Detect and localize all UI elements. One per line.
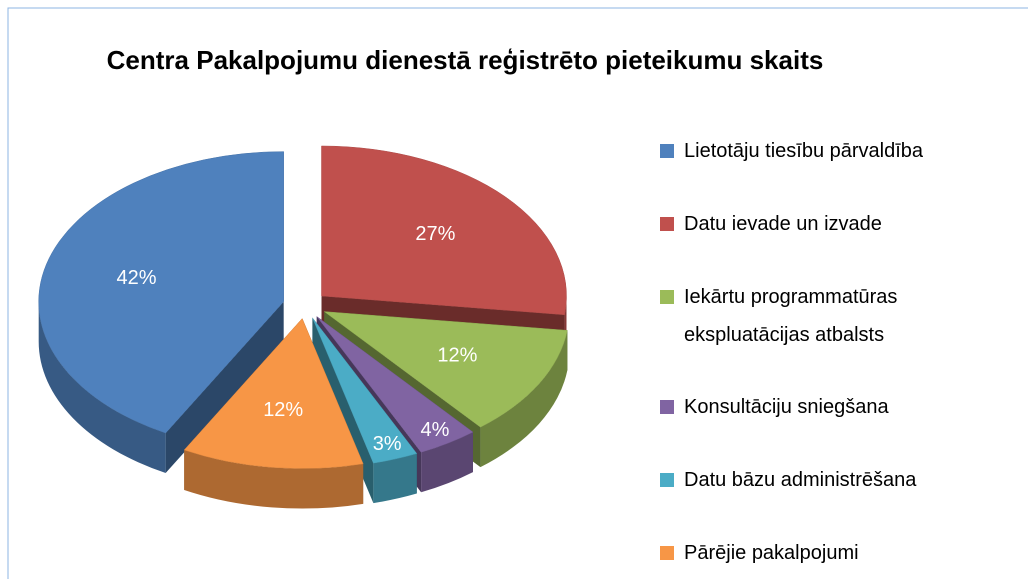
legend-item: Lietotāju tiesību pārvaldība xyxy=(660,132,1020,170)
data-label: 12% xyxy=(263,399,303,421)
slice-group xyxy=(38,151,284,474)
legend-label: Datu bāzu administrēšana xyxy=(684,469,917,492)
slice-group xyxy=(183,318,364,509)
legend-label: Konsultāciju sniegšana xyxy=(684,396,889,419)
slice-side xyxy=(165,301,284,474)
data-label: 27% xyxy=(415,223,455,245)
legend-swatch xyxy=(660,473,674,488)
chart-title: Centra Pakalpojumu dienestā reģistrēto p… xyxy=(106,45,824,75)
data-label: 4% xyxy=(420,419,449,441)
legend-swatch xyxy=(660,144,674,158)
legend-swatch xyxy=(660,545,674,560)
legend-swatch xyxy=(660,216,674,231)
slice-side xyxy=(373,453,417,504)
legend-swatch xyxy=(660,400,674,415)
slice xyxy=(323,311,568,428)
legend-label: Lietotāju tiesību pārvaldība xyxy=(684,140,924,162)
slice xyxy=(316,316,474,453)
slice xyxy=(312,317,418,464)
slice xyxy=(183,318,364,469)
slice xyxy=(321,145,567,316)
legend-swatch xyxy=(660,289,674,304)
chart-border xyxy=(7,7,1028,579)
legend-item: Datu bāzu administrēšana xyxy=(660,461,1020,499)
legend: Lietotāju tiesību pārvaldība Datu ievade … xyxy=(660,132,1020,572)
legend-item: Iekārtu programmatūras ekspluatācijas at… xyxy=(660,278,1020,354)
slice-side xyxy=(38,301,166,474)
legend-item: Pārējie pakalpojumi xyxy=(660,534,1020,572)
slice xyxy=(38,151,284,434)
slice-side xyxy=(184,449,364,509)
legend-item: Datu ievade un izvade xyxy=(660,205,1020,243)
legend-label: Pārējie pakalpojumi xyxy=(684,541,859,564)
data-label: 12% xyxy=(437,345,477,367)
legend-item: Konsultāciju sniegšana xyxy=(660,388,1020,426)
slice-side xyxy=(421,432,473,493)
data-label: 3% xyxy=(373,433,402,455)
legend-label: Iekārtu programmatūras ekspluatācijas at… xyxy=(684,285,898,346)
legend-label: Datu ievade un izvade xyxy=(684,212,882,235)
data-label: 42% xyxy=(117,267,157,289)
